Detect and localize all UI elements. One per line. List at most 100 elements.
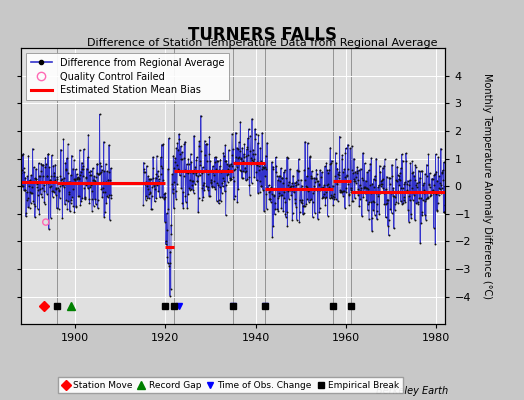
Point bbox=[352, 179, 361, 186]
Point bbox=[190, 167, 199, 174]
Point bbox=[387, 188, 396, 195]
Point bbox=[254, 140, 262, 146]
Point bbox=[248, 116, 256, 122]
Point bbox=[177, 185, 185, 192]
Point bbox=[323, 212, 332, 219]
Point bbox=[170, 178, 179, 185]
Point bbox=[72, 202, 80, 209]
Point bbox=[57, 146, 65, 153]
Point bbox=[359, 194, 367, 200]
Point bbox=[57, 177, 66, 184]
Point bbox=[320, 191, 328, 198]
Point bbox=[367, 198, 375, 205]
Point bbox=[216, 198, 225, 204]
Point bbox=[347, 189, 355, 195]
Point bbox=[93, 161, 102, 168]
Point bbox=[271, 154, 280, 161]
Point bbox=[214, 158, 222, 164]
Point bbox=[51, 162, 59, 168]
Point bbox=[337, 188, 345, 194]
Point bbox=[41, 219, 50, 225]
Point bbox=[145, 176, 154, 182]
Point bbox=[219, 183, 227, 190]
Point bbox=[191, 164, 199, 170]
Point bbox=[400, 181, 409, 187]
Point bbox=[434, 200, 442, 206]
Point bbox=[55, 186, 63, 193]
Point bbox=[167, 222, 176, 228]
Point bbox=[353, 169, 361, 176]
Point bbox=[315, 181, 323, 187]
Point bbox=[74, 192, 82, 199]
Point bbox=[164, 206, 172, 212]
Point bbox=[64, 190, 73, 197]
Point bbox=[196, 158, 204, 164]
Point bbox=[50, 170, 59, 176]
Point bbox=[438, 169, 446, 175]
Point bbox=[394, 200, 402, 206]
Point bbox=[405, 193, 413, 200]
Point bbox=[392, 177, 400, 183]
Point bbox=[327, 194, 335, 200]
Point bbox=[384, 222, 392, 229]
Point bbox=[247, 154, 255, 161]
Point bbox=[420, 180, 428, 186]
Point bbox=[55, 188, 63, 194]
Point bbox=[93, 161, 101, 167]
Point bbox=[32, 176, 40, 182]
Point bbox=[96, 163, 105, 170]
Point bbox=[149, 165, 158, 171]
Point bbox=[276, 178, 285, 184]
Point bbox=[24, 152, 32, 159]
Point bbox=[341, 174, 349, 180]
Point bbox=[331, 173, 340, 180]
Point bbox=[73, 175, 81, 181]
Point bbox=[285, 196, 293, 202]
Point bbox=[226, 175, 234, 182]
Point bbox=[391, 206, 399, 213]
Point bbox=[44, 151, 52, 157]
Point bbox=[228, 130, 236, 137]
Point bbox=[218, 167, 226, 173]
Point bbox=[46, 184, 54, 191]
Text: Difference of Station Temperature Data from Regional Average: Difference of Station Temperature Data f… bbox=[87, 38, 437, 48]
Point bbox=[31, 175, 40, 182]
Point bbox=[305, 197, 314, 204]
Point bbox=[165, 263, 173, 269]
Point bbox=[63, 170, 72, 176]
Point bbox=[299, 210, 308, 216]
Point bbox=[289, 172, 297, 179]
Point bbox=[312, 171, 321, 177]
Point bbox=[204, 193, 213, 199]
Point bbox=[312, 166, 321, 173]
Point bbox=[341, 150, 350, 156]
Point bbox=[272, 173, 281, 179]
Point bbox=[260, 208, 268, 214]
Point bbox=[243, 146, 251, 152]
Point bbox=[283, 155, 292, 162]
Point bbox=[158, 164, 167, 171]
Point bbox=[392, 199, 401, 205]
Point bbox=[332, 181, 341, 188]
Point bbox=[82, 182, 90, 188]
Point bbox=[172, 162, 181, 168]
Point bbox=[70, 157, 78, 163]
Point bbox=[250, 151, 259, 158]
Point bbox=[60, 184, 68, 190]
Point bbox=[176, 156, 184, 162]
Point bbox=[246, 192, 254, 198]
Point bbox=[291, 200, 299, 206]
Point bbox=[225, 162, 234, 168]
Point bbox=[26, 204, 34, 211]
Point bbox=[363, 169, 372, 176]
Point bbox=[203, 186, 212, 193]
Point bbox=[358, 213, 366, 219]
Point bbox=[369, 207, 377, 213]
Point bbox=[363, 207, 372, 213]
Point bbox=[232, 154, 241, 160]
Point bbox=[187, 186, 195, 192]
Point bbox=[92, 170, 101, 176]
Point bbox=[103, 193, 112, 200]
Point bbox=[318, 169, 326, 175]
Point bbox=[301, 138, 309, 145]
